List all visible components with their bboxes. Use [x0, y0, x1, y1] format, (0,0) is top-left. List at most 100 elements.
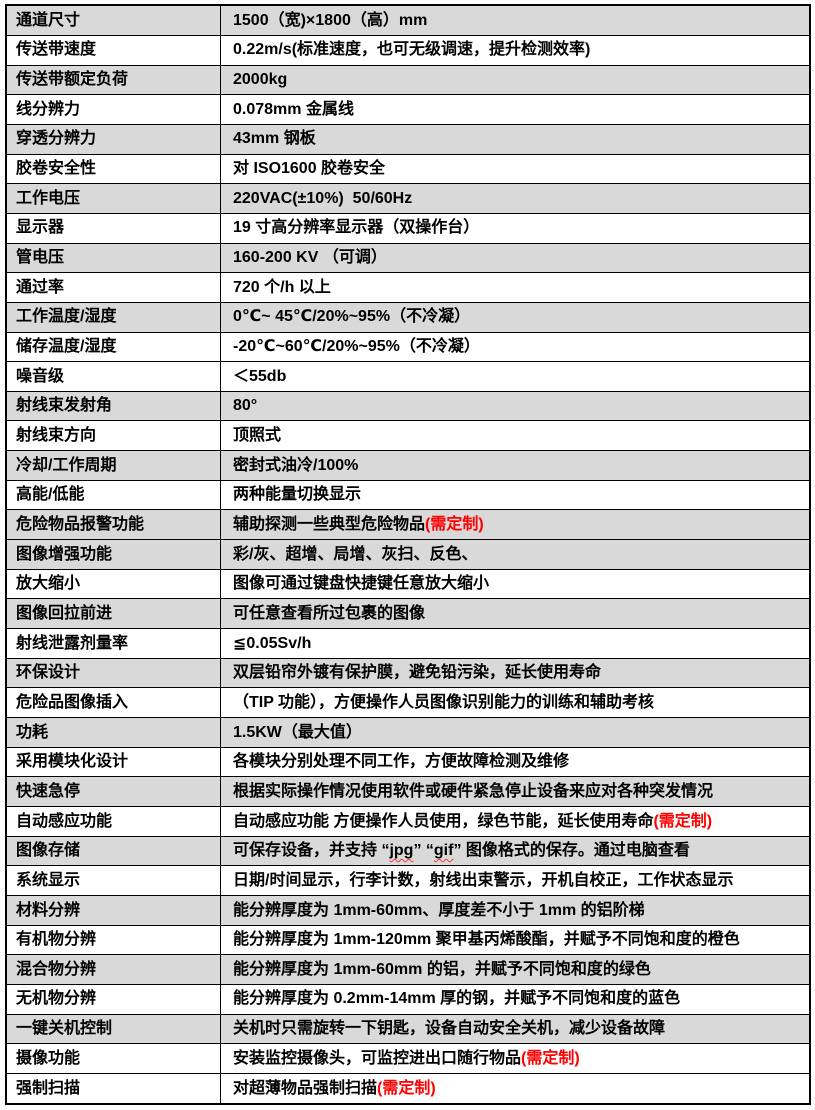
spec-label-cell: 射线泄露剂量率: [5, 628, 221, 659]
spec-value-cell: 80°: [220, 390, 811, 422]
spec-value-cell: 可保存设备，并支持 “jpg” “gif” 图像格式的保存。通过电脑查看: [220, 835, 811, 867]
spec-value-text: 对 ISO1600 胶卷安全: [233, 160, 386, 178]
spec-label-cell: 工作电压: [5, 183, 221, 214]
spec-label-cell: 无机物分辨: [5, 983, 221, 1015]
spec-value-cell: 根据实际操作情况使用软件或硬件紧急停止设备来应对各种突发情况: [220, 776, 811, 808]
spec-value-cell: 220VAC(±10%) 50/60Hz: [220, 183, 811, 214]
spec-label-cell: 射线束发射角: [5, 390, 221, 422]
spec-value-cell: 双层铅帘外镀有保护膜，避免铅污染，延长使用寿命: [220, 657, 811, 689]
table-row: 射线束发射角 80°: [5, 390, 811, 422]
table-row: 图像存储 可保存设备，并支持 “jpg” “gif” 图像格式的保存。通过电脑查看: [5, 835, 811, 867]
spec-value-cell: ＜55db: [220, 361, 811, 392]
spec-label-cell: 强制扫描: [5, 1072, 221, 1105]
table-row: 摄像功能 安装监控摄像头，可监控进出口随行物品(需定制): [5, 1043, 811, 1074]
table-row: 环保设计 双层铅帘外镀有保护膜，避免铅污染，延长使用寿命: [5, 657, 811, 689]
spec-value-text: 能分辨厚度为 1mm-60mm、厚度差不小于 1mm 的铝阶梯: [233, 901, 645, 919]
spec-value-cell: 对 ISO1600 胶卷安全: [220, 153, 811, 185]
spec-label-cell: 系统显示: [5, 865, 221, 896]
spec-value-cell: 能分辨厚度为 1mm-60mm、厚度差不小于 1mm 的铝阶梯: [220, 894, 811, 926]
custom-required-note: (需定制): [521, 1049, 580, 1067]
spec-value-cell: 0.22m/s(标准速度，也可无级调速，提升检测效率): [220, 34, 811, 66]
table-row: 一键关机控制 关机时只需旋转一下钥匙，设备自动安全关机，减少设备故障: [5, 1013, 811, 1045]
spec-value-cell: 能分辨厚度为 1mm-120mm 聚甲基丙烯酸酯，并赋予不同饱和度的橙色: [220, 924, 811, 956]
spec-value-cell: 可任意查看所过包裹的图像: [220, 598, 811, 630]
spec-value-cell: ≦0.05Sv/h: [220, 628, 811, 659]
spec-value-text: （TIP 功能），方便操作人员图像识别能力的训练和辅助考核: [233, 693, 655, 711]
table-row: 功耗 1.5KW（最大值）: [5, 717, 811, 748]
spec-value-cell: 各模块分别处理不同工作，方便故障检测及维修: [220, 746, 811, 778]
spec-value-text: 能分辨厚度为 1mm-120mm 聚甲基丙烯酸酯，并赋予不同饱和度的橙色: [233, 931, 740, 949]
spec-label-cell: 图像回拉前进: [5, 598, 221, 630]
table-row: 显示器 19 寸高分辨率显示器（双操作台）: [5, 212, 811, 244]
spec-value-text: 2000kg: [233, 71, 288, 89]
spec-label-cell: 通道尺寸: [5, 4, 221, 36]
table-row: 冷却/工作周期 密封式油冷/100%: [5, 450, 811, 481]
spec-value-cell: 1500（宽)×1800（高）mm: [220, 4, 811, 36]
spec-value-text: 安装监控摄像头，可监控进出口随行物品: [233, 1049, 522, 1067]
spec-value-text: 关机时只需旋转一下钥匙，设备自动安全关机，减少设备故障: [233, 1020, 666, 1038]
spec-value-text: 对超薄物品强制扫描: [233, 1079, 378, 1097]
spec-label-cell: 混合物分辨: [5, 954, 221, 985]
spec-label-cell: 采用模块化设计: [5, 746, 221, 778]
spec-value-text: -20℃~60℃/20%~95%（不冷凝）: [233, 338, 480, 356]
spec-label-cell: 储存温度/湿度: [5, 331, 221, 363]
spec-value-cell: 19 寸高分辨率显示器（双操作台）: [220, 212, 811, 244]
table-row: 危险物品报警功能 辅助探测一些典型危险物品(需定制): [5, 509, 811, 541]
spec-value-cell: 0.078mm 金属线: [220, 94, 811, 125]
table-row: 有机物分辨 能分辨厚度为 1mm-120mm 聚甲基丙烯酸酯，并赋予不同饱和度的橙…: [5, 924, 811, 956]
spec-value-text: 自动感应功能 方便操作人员使用，绿色节能，延长使用寿命: [233, 812, 654, 830]
spec-value-text: 43mm 钢板: [233, 130, 316, 148]
spec-value-cell: 能分辨厚度为 1mm-60mm 的铝，并赋予不同饱和度的绿色: [220, 954, 811, 985]
table-row: 强制扫描 对超薄物品强制扫描(需定制): [5, 1072, 811, 1105]
table-row: 系统显示 日期/时间显示，行李计数，射线出束警示，开机自校正，工作状态显示: [5, 865, 811, 896]
spec-value-cell: 两种能量切换显示: [220, 479, 811, 511]
spec-value-text: 可保存设备，并支持 “: [233, 842, 390, 860]
spec-value-text: 80°: [233, 397, 258, 415]
table-row: 射线束方向 顶照式: [5, 420, 811, 452]
spec-value-text: 0.078mm 金属线: [233, 100, 354, 118]
table-row: 快速急停 根据实际操作情况使用软件或硬件紧急停止设备来应对各种突发情况: [5, 776, 811, 808]
spec-label-cell: 线分辨力: [5, 94, 221, 125]
spec-value-cell: 能分辨厚度为 0.2mm-14mm 厚的钢，并赋予不同饱和度的蓝色: [220, 983, 811, 1015]
table-row: 图像增强功能 彩/灰、超增、局增、灰扫、反色、: [5, 539, 811, 570]
spec-label-cell: 图像增强功能: [5, 539, 221, 570]
spec-value-cell: 关机时只需旋转一下钥匙，设备自动安全关机，减少设备故障: [220, 1013, 811, 1045]
spec-value-cell: 彩/灰、超增、局增、灰扫、反色、: [220, 539, 811, 570]
spec-value-text: ” “: [413, 842, 434, 860]
table-row: 通过率 720 个/h 以上: [5, 272, 811, 303]
table-row: 图像回拉前进 可任意查看所过包裹的图像: [5, 598, 811, 630]
spec-value-text: 可任意查看所过包裹的图像: [233, 604, 426, 622]
spec-label-cell: 传送带速度: [5, 34, 221, 66]
spec-label-cell: 穿透分辨力: [5, 123, 221, 155]
spec-value-text: 1.5KW（最大值）: [233, 723, 362, 741]
spec-value-cell: 辅助探测一些典型危险物品(需定制): [220, 509, 811, 541]
table-row: 危险品图像插入 （TIP 功能），方便操作人员图像识别能力的训练和辅助考核: [5, 687, 811, 719]
spec-value-text: 密封式油冷/100%: [233, 456, 359, 474]
spec-label-cell: 通过率: [5, 272, 221, 303]
spec-value-text: 能分辨厚度为 1mm-60mm 的铝，并赋予不同饱和度的绿色: [233, 960, 651, 978]
spellchecked-word: jpg: [389, 842, 414, 860]
custom-required-note: (需定制): [653, 812, 713, 830]
table-row: 自动感应功能 自动感应功能 方便操作人员使用，绿色节能，延长使用寿命(需定制): [5, 806, 811, 837]
spec-table-body: 通道尺寸 1500（宽)×1800（高）mm 传送带速度 0.22m/s(标准速度，也…: [5, 4, 811, 1105]
table-row: 通道尺寸 1500（宽)×1800（高）mm: [5, 4, 811, 36]
spec-value-text: 彩/灰、超增、局增、灰扫、反色、: [233, 545, 478, 563]
spec-value-text: ” 图像格式的保存。通过电脑查看: [453, 842, 690, 860]
spec-value-text: 两种能量切换显示: [233, 486, 362, 504]
spec-label-cell: 一键关机控制: [5, 1013, 221, 1045]
table-row: 材料分辨 能分辨厚度为 1mm-60mm、厚度差不小于 1mm 的铝阶梯: [5, 894, 811, 926]
table-row: 管电压 160-200 KV （可调）: [5, 242, 811, 274]
spec-label-cell: 噪音级: [5, 361, 221, 392]
spec-label-cell: 材料分辨: [5, 894, 221, 926]
custom-required-note: (需定制): [425, 515, 484, 533]
spec-value-text: 能分辨厚度为 0.2mm-14mm 厚的钢，并赋予不同饱和度的蓝色: [233, 990, 681, 1008]
spec-value-cell: 2000kg: [220, 64, 811, 96]
spec-value-text: 顶照式: [233, 427, 282, 445]
spec-label-cell: 自动感应功能: [5, 806, 221, 837]
spec-label-cell: 环保设计: [5, 657, 221, 689]
spec-label-cell: 工作温度/湿度: [5, 301, 221, 333]
spec-value-text: 双层铅帘外镀有保护膜，避免铅污染，延长使用寿命: [233, 664, 602, 682]
table-row: 传送带速度 0.22m/s(标准速度，也可无级调速，提升检测效率): [5, 34, 811, 66]
table-row: 储存温度/湿度 -20℃~60℃/20%~95%（不冷凝）: [5, 331, 811, 363]
spec-label-cell: 放大缩小: [5, 568, 221, 600]
